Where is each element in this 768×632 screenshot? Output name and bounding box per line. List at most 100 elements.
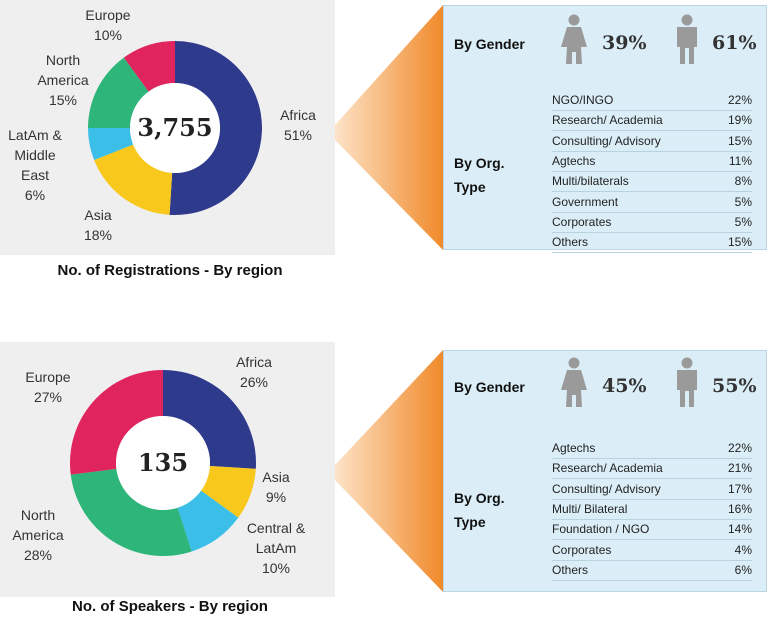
org-type: Multi/ Bilateral [552,501,628,516]
donut-slice [163,370,256,469]
female-share: 45% [602,375,647,397]
org-share: 19% [727,113,752,128]
org-row: Agtechs 11% [552,152,752,172]
org-share: 17% [727,481,752,496]
org-share: 15% [727,235,752,250]
value-label: 28% [23,547,53,563]
female-share: 39% [602,32,647,54]
chart-title: No. of Registrations - By region [57,262,283,279]
org-type: Consulting/ Advisory [552,133,661,148]
org-share: 15% [727,133,752,148]
org-type: Foundation / NGO [552,522,650,537]
donut-slice [177,490,239,552]
gender-title: By Gender [454,36,525,52]
org-share: 11% [728,153,752,168]
category-label: Asia [262,469,290,485]
slice-label: Central & LatAm 10% [243,518,309,578]
donut-slice [201,465,256,518]
slice-label: Africa 26% [221,352,287,392]
org-type: Agtechs [552,153,596,168]
male-share: 55% [712,375,757,397]
org-type: Agtechs [552,441,596,455]
org-row: Multi/ Bilateral 16% [552,500,752,520]
male-share: 61% [712,32,757,54]
org-share: 6% [734,562,752,577]
donut-slice [123,41,175,92]
org-type: Consulting/ Advisory [552,481,661,496]
value-label: 6% [24,187,46,203]
org-type: Research/ Academia [552,113,663,128]
donut-slice [70,370,163,475]
org-row: Others 6% [552,561,752,581]
org-share: 4% [734,542,752,557]
org-row: Consulting/ Advisory 15% [552,132,752,152]
org-type: Research/ Academia [552,461,663,476]
gender-title: By Gender [454,379,525,395]
org-row: Foundation / NGO 14% [552,520,752,541]
donut-slice [88,57,149,128]
donut-slice [70,468,192,556]
org-row: Research/ Academia 19% [552,111,752,132]
female-icon [559,357,589,412]
value-label: 51% [283,127,313,143]
org-row: Others 15% [552,233,752,254]
category-label: Europe [85,7,131,23]
value-label: 26% [239,374,269,390]
value-label: 9% [265,489,287,505]
org-row: Corporates 5% [552,213,752,233]
category-label: North America [37,52,89,88]
category-label: Africa [280,107,316,123]
org-share: 16% [727,501,752,516]
org-row: Government 5% [552,193,752,213]
value-label: 15% [48,92,78,108]
org-share: 8% [734,174,752,189]
org-row: Research/ Academia 21% [552,459,752,480]
org-row: Agtechs 22% [552,439,752,459]
org-type: NGO/INGO [552,93,614,107]
male-icon [672,357,702,412]
category-label: Central & LatAm [246,520,306,556]
slice-label: Europe 27% [15,367,81,407]
org-row: Multi/bilaterals 8% [552,172,752,193]
slice-label: Africa 51% [265,105,331,145]
center-label: 135 [138,448,188,477]
slice-label: North America 15% [30,50,96,110]
chart-title: No. of Speakers - By region [72,598,268,615]
value-label: 27% [33,389,63,405]
center-label: 3,755 [137,113,212,142]
org-type: Government [552,194,619,209]
org-share: 14% [727,522,752,537]
slice-label: North America 28% [5,505,71,565]
org-share: 22% [727,441,752,455]
male-icon [672,14,702,69]
category-label: North America [12,507,64,543]
org-share: 22% [727,93,752,107]
info-panel: By Gender 39% 61% By Org. Type NGO/INGO 22% Re… [443,5,767,254]
org-share: 21% [727,461,752,476]
donut-slice [94,144,173,215]
connector [335,5,443,250]
org-type: Others [552,562,589,577]
category-label: Asia [84,207,112,223]
connector [335,350,443,592]
org-row: NGO/INGO 22% [552,91,752,111]
slice-label: Asia 18% [65,205,131,245]
org-title: By Org. Type [454,490,505,530]
donut-slice [169,41,263,216]
category-label: Africa [236,354,272,370]
org-row: Consulting/ Advisory 17% [552,480,752,500]
female-icon [559,14,589,69]
org-share: 5% [734,194,752,209]
category-label: LatAm & Middle East [8,127,62,183]
slice-label: LatAm & Middle East 6% [2,125,68,205]
org-type: Corporates [552,214,612,229]
org-type: Corporates [552,542,612,557]
org-type: Others [552,235,589,250]
org-type: Multi/bilaterals [552,174,629,189]
category-label: Europe [25,369,71,385]
donut-hole [116,416,210,510]
org-share: 5% [734,214,752,229]
donut-slice [88,128,134,161]
